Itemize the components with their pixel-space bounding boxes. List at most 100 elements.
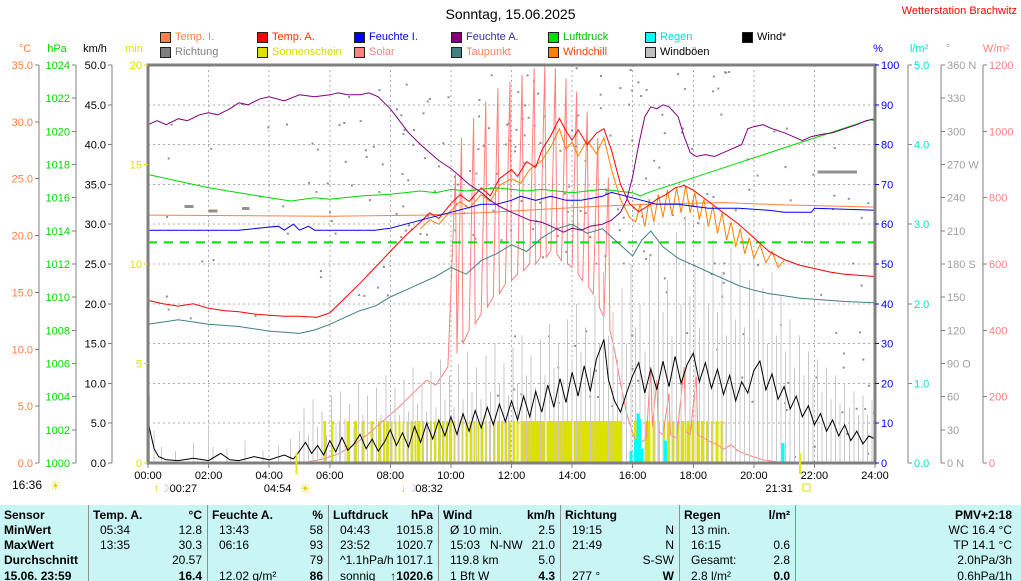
- tick-label-hPa: 1006: [46, 359, 70, 371]
- x-tick-label: 16:00: [619, 470, 647, 482]
- legend-label: Solar: [369, 46, 395, 58]
- axis-unit-hPa: hPa: [47, 43, 67, 55]
- x-tick-label: 18:00: [679, 470, 707, 482]
- col-unit-wind: km/h: [526, 508, 555, 522]
- cell-value-luftdruck: 1017.1: [396, 553, 433, 567]
- cell-label-richtung: 277 °: [572, 569, 601, 581]
- col-unit-luftdruck: hPa: [410, 508, 433, 522]
- legend-label: Feuchte A.: [466, 31, 519, 43]
- x-tick-label: 24:00: [861, 470, 889, 482]
- table-separator: [560, 505, 561, 581]
- tick-label-tempC: 35.0: [12, 60, 33, 72]
- legend-swatch-richtung: [160, 47, 171, 58]
- cell-label-temp_a: 13:35: [100, 538, 131, 552]
- table-separator: [438, 505, 439, 581]
- tick-label-deg: 360 N: [947, 60, 976, 72]
- tick-label-pct: 0: [881, 458, 887, 470]
- legend-swatch-regen: [645, 32, 656, 43]
- cell-label-regen: 2.8 l/m²: [691, 569, 732, 581]
- legend-swatch-temp-a: [257, 32, 268, 43]
- cell-value-wind: 21.0: [531, 538, 555, 552]
- legend-swatch-taupunkt: [451, 47, 462, 58]
- sun-outline-icon: [802, 483, 811, 492]
- cell-value-wind: 4.3: [538, 569, 555, 581]
- legend-label: Richtung: [175, 46, 219, 58]
- tick-label-kmh: 35.0: [85, 179, 106, 191]
- tick-label-deg: 150: [947, 292, 965, 304]
- legend-label: Regen: [660, 31, 693, 43]
- tick-label-tempC: 30.0: [12, 117, 33, 129]
- tick-label-kmh: 50.0: [85, 60, 106, 72]
- row-label: Durchschnitt: [4, 553, 79, 567]
- sunshine-total: 16:36: [12, 478, 42, 492]
- series-richtung_dots: [165, 67, 876, 458]
- tick-label-deg: 240: [947, 193, 965, 205]
- tick-label-tempC: 0.0: [18, 458, 33, 470]
- moonset-time: 08:32: [415, 483, 443, 495]
- cell-value-richtung: N: [665, 538, 674, 552]
- cell-label-wind: 119.8 km: [450, 553, 499, 567]
- tick-label-deg: 120: [947, 325, 965, 337]
- col-header-richtung: Richtung: [565, 508, 617, 522]
- tick-label-tempC: 15.0: [12, 287, 33, 299]
- cell-value-pmv: TP 14.1 °C: [953, 538, 1012, 552]
- tick-label-wm2: 1000: [989, 126, 1013, 138]
- tick-label-hPa: 1024: [46, 60, 70, 72]
- col-unit-regen: l/m²: [768, 508, 790, 522]
- cell-value-richtung: N: [665, 523, 674, 537]
- cell-label-luftdruck: 23:52: [340, 538, 371, 552]
- tick-label-min: 20: [130, 60, 142, 72]
- legend-label: Luftdruck: [563, 31, 609, 43]
- tick-label-pct: 20: [881, 378, 893, 390]
- series-feuchte_i: [148, 191, 876, 231]
- moon-icon: ☽: [407, 483, 417, 495]
- legend-label: Windböen: [660, 46, 710, 58]
- cell-value-regen: 0.0: [773, 569, 790, 581]
- tick-label-lm2: 2.0: [914, 299, 929, 311]
- cell-label-temp_a: 05:34: [100, 523, 131, 537]
- tick-label-kmh: 30.0: [85, 219, 106, 231]
- cell-value-luftdruck: 1020.7: [396, 538, 433, 552]
- legend-label: Taupunkt: [466, 46, 511, 58]
- axis-unit-deg: °: [946, 43, 950, 55]
- tick-label-hPa: 1020: [46, 126, 70, 138]
- series-temp_i: [147, 202, 876, 217]
- tick-label-deg: 60: [947, 392, 959, 404]
- tick-label-hPa: 1010: [46, 292, 70, 304]
- cell-value-feuchte_a: 58: [309, 523, 323, 537]
- sunset-marker: [798, 453, 811, 492]
- x-tick-label: 04:00: [255, 470, 283, 482]
- cell-label-luftdruck: 04:43: [340, 523, 371, 537]
- tick-label-hPa: 1018: [46, 160, 70, 172]
- x-tick-label: 12:00: [498, 470, 526, 482]
- tick-label-pct: 90: [881, 100, 893, 112]
- cell-label-wind: 1 Bft W: [450, 569, 490, 581]
- cell-label-luftdruck: sonnig: [340, 569, 376, 581]
- series-temp_a: [147, 117, 876, 318]
- legend-swatch-feuchte-a: [451, 32, 462, 43]
- tick-label-hPa: 1022: [46, 93, 70, 105]
- cell-value-temp_a: 16.4: [178, 569, 202, 581]
- axis-unit-tempC: °C: [19, 43, 31, 55]
- chart-legend: Temp. I. Temp. A. Feuchte I. Feuchte A. Luft…: [0, 0, 1021, 62]
- col-unit-pmv: PMV+2:18: [954, 508, 1012, 522]
- tick-label-hPa: 1008: [46, 325, 70, 337]
- legend-swatch-sonnenschein: [257, 47, 268, 58]
- tick-label-tempC: 5.0: [18, 401, 33, 413]
- x-tick-label: 14:00: [558, 470, 586, 482]
- tick-label-min: 0: [136, 458, 142, 470]
- legend-label: Temp. A.: [272, 31, 315, 43]
- legend-swatch-temp-i: [160, 32, 171, 43]
- tick-label-tempC: 25.0: [12, 174, 33, 186]
- tick-label-tempC: 10.0: [12, 344, 33, 356]
- tick-label-lm2: 4.0: [914, 140, 929, 152]
- x-tick-label: 20:00: [740, 470, 768, 482]
- axis-unit-lm2: l/m²: [910, 43, 929, 55]
- tick-label-hPa: 1016: [46, 193, 70, 205]
- legend-swatch-wind: [742, 32, 753, 43]
- cell-label-regen: 13 min.: [691, 523, 731, 537]
- tick-label-pct: 60: [881, 219, 893, 231]
- tick-label-kmh: 15.0: [85, 339, 106, 351]
- cell-label-regen: Gesamt:: [691, 553, 737, 567]
- cell-value-feuchte_a: 79: [309, 553, 323, 567]
